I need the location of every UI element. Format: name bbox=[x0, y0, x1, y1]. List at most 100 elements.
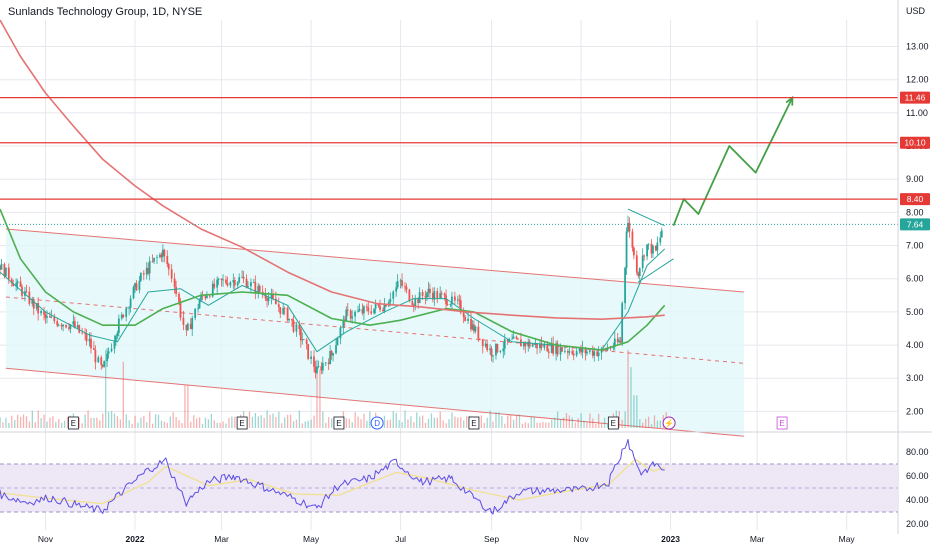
candle-body bbox=[0, 265, 1, 270]
candle-body bbox=[43, 310, 45, 315]
candle-body bbox=[283, 308, 286, 309]
candle-body bbox=[433, 291, 436, 300]
candle-body bbox=[528, 341, 531, 347]
level-price-tag bbox=[900, 91, 930, 104]
candle-body bbox=[217, 278, 220, 280]
candle-body bbox=[68, 327, 70, 329]
candle-body bbox=[4, 267, 7, 277]
volume-bar bbox=[190, 421, 192, 428]
candle-body bbox=[581, 347, 584, 353]
candle-body bbox=[185, 324, 188, 331]
candle-body bbox=[616, 338, 619, 343]
candle-body bbox=[327, 362, 330, 365]
candle-body bbox=[637, 272, 640, 277]
candle-body bbox=[367, 307, 370, 312]
candle-body bbox=[48, 316, 51, 318]
volume-bar bbox=[427, 418, 430, 428]
volume-bar bbox=[266, 410, 268, 428]
volume-bar bbox=[383, 415, 386, 428]
candle-body bbox=[564, 351, 566, 352]
volume-bar bbox=[40, 418, 42, 428]
volume-bar bbox=[301, 423, 303, 428]
candle-body bbox=[550, 343, 553, 353]
candle-body bbox=[492, 355, 494, 357]
volume-bar bbox=[392, 411, 394, 428]
candle-body bbox=[138, 280, 141, 291]
candle-body bbox=[200, 295, 202, 301]
candle-body bbox=[208, 295, 211, 297]
volume-bar bbox=[181, 423, 183, 428]
candle-body bbox=[194, 308, 197, 318]
volume-bar bbox=[545, 422, 547, 428]
volume-bar bbox=[157, 414, 160, 428]
candle-body bbox=[586, 351, 588, 354]
candle-body bbox=[612, 346, 615, 349]
volume-bar bbox=[11, 415, 13, 428]
candle-body bbox=[474, 326, 477, 332]
candle-body bbox=[613, 338, 616, 347]
rsi-tick-label: 40.00 bbox=[906, 495, 929, 505]
candle-body bbox=[50, 316, 53, 318]
candle-body bbox=[418, 292, 421, 304]
projection-path bbox=[672, 97, 794, 227]
candle-body bbox=[0, 263, 3, 270]
volume-bar bbox=[580, 413, 582, 428]
candle-body bbox=[62, 324, 64, 327]
volume-bar bbox=[492, 421, 494, 428]
channel-upper-line bbox=[5, 228, 744, 293]
candle-body bbox=[354, 311, 356, 317]
candle-body bbox=[624, 267, 626, 304]
candle-body bbox=[481, 339, 484, 347]
volume-bar bbox=[369, 411, 371, 428]
volume-bar bbox=[366, 420, 368, 428]
candle-body bbox=[15, 283, 18, 287]
volume-bar bbox=[28, 421, 31, 428]
candle-body bbox=[453, 296, 456, 301]
volume-bar bbox=[386, 420, 389, 428]
volume-bar bbox=[137, 422, 139, 428]
candle-body bbox=[316, 366, 318, 374]
candle-body bbox=[139, 273, 142, 281]
candle-body bbox=[25, 291, 28, 293]
candle-body bbox=[336, 338, 339, 346]
volume-bar bbox=[606, 423, 609, 428]
volume-bar bbox=[5, 417, 7, 428]
candle-body bbox=[179, 301, 182, 318]
volume-bar bbox=[621, 419, 623, 428]
candle-body bbox=[310, 356, 312, 359]
candle-body bbox=[383, 304, 386, 312]
candle-body bbox=[302, 339, 305, 341]
volume-bar bbox=[295, 419, 298, 428]
candle-body bbox=[536, 343, 538, 349]
volume-bar bbox=[645, 418, 647, 428]
volume-bar bbox=[554, 417, 556, 428]
volume-bar bbox=[603, 417, 606, 428]
candle-body bbox=[173, 278, 176, 287]
candle-body bbox=[182, 317, 185, 325]
volume-bar bbox=[52, 416, 54, 428]
candle-body bbox=[135, 283, 138, 291]
volume-bar bbox=[451, 412, 453, 428]
candle-body bbox=[543, 344, 546, 348]
candle-body bbox=[57, 324, 60, 326]
candle-body bbox=[236, 282, 239, 286]
candle-body bbox=[317, 366, 320, 367]
current-price-tag bbox=[900, 218, 930, 231]
volume-bar bbox=[507, 415, 509, 428]
volume-bar bbox=[618, 410, 620, 428]
candle-body bbox=[647, 243, 650, 245]
volume-bar bbox=[184, 385, 186, 428]
volume-bar bbox=[598, 413, 600, 428]
volume-bar bbox=[389, 419, 392, 428]
volume-bar bbox=[281, 423, 283, 428]
candle-body bbox=[515, 336, 518, 339]
candle-body bbox=[44, 314, 47, 318]
candle-body bbox=[346, 309, 349, 311]
candle-body bbox=[151, 261, 154, 262]
volume-bar bbox=[225, 423, 227, 428]
volume-bar bbox=[105, 350, 107, 428]
volume-bar bbox=[360, 419, 362, 428]
volume-bar bbox=[647, 416, 650, 428]
candle-body bbox=[427, 288, 430, 293]
volume-bar bbox=[213, 420, 215, 428]
